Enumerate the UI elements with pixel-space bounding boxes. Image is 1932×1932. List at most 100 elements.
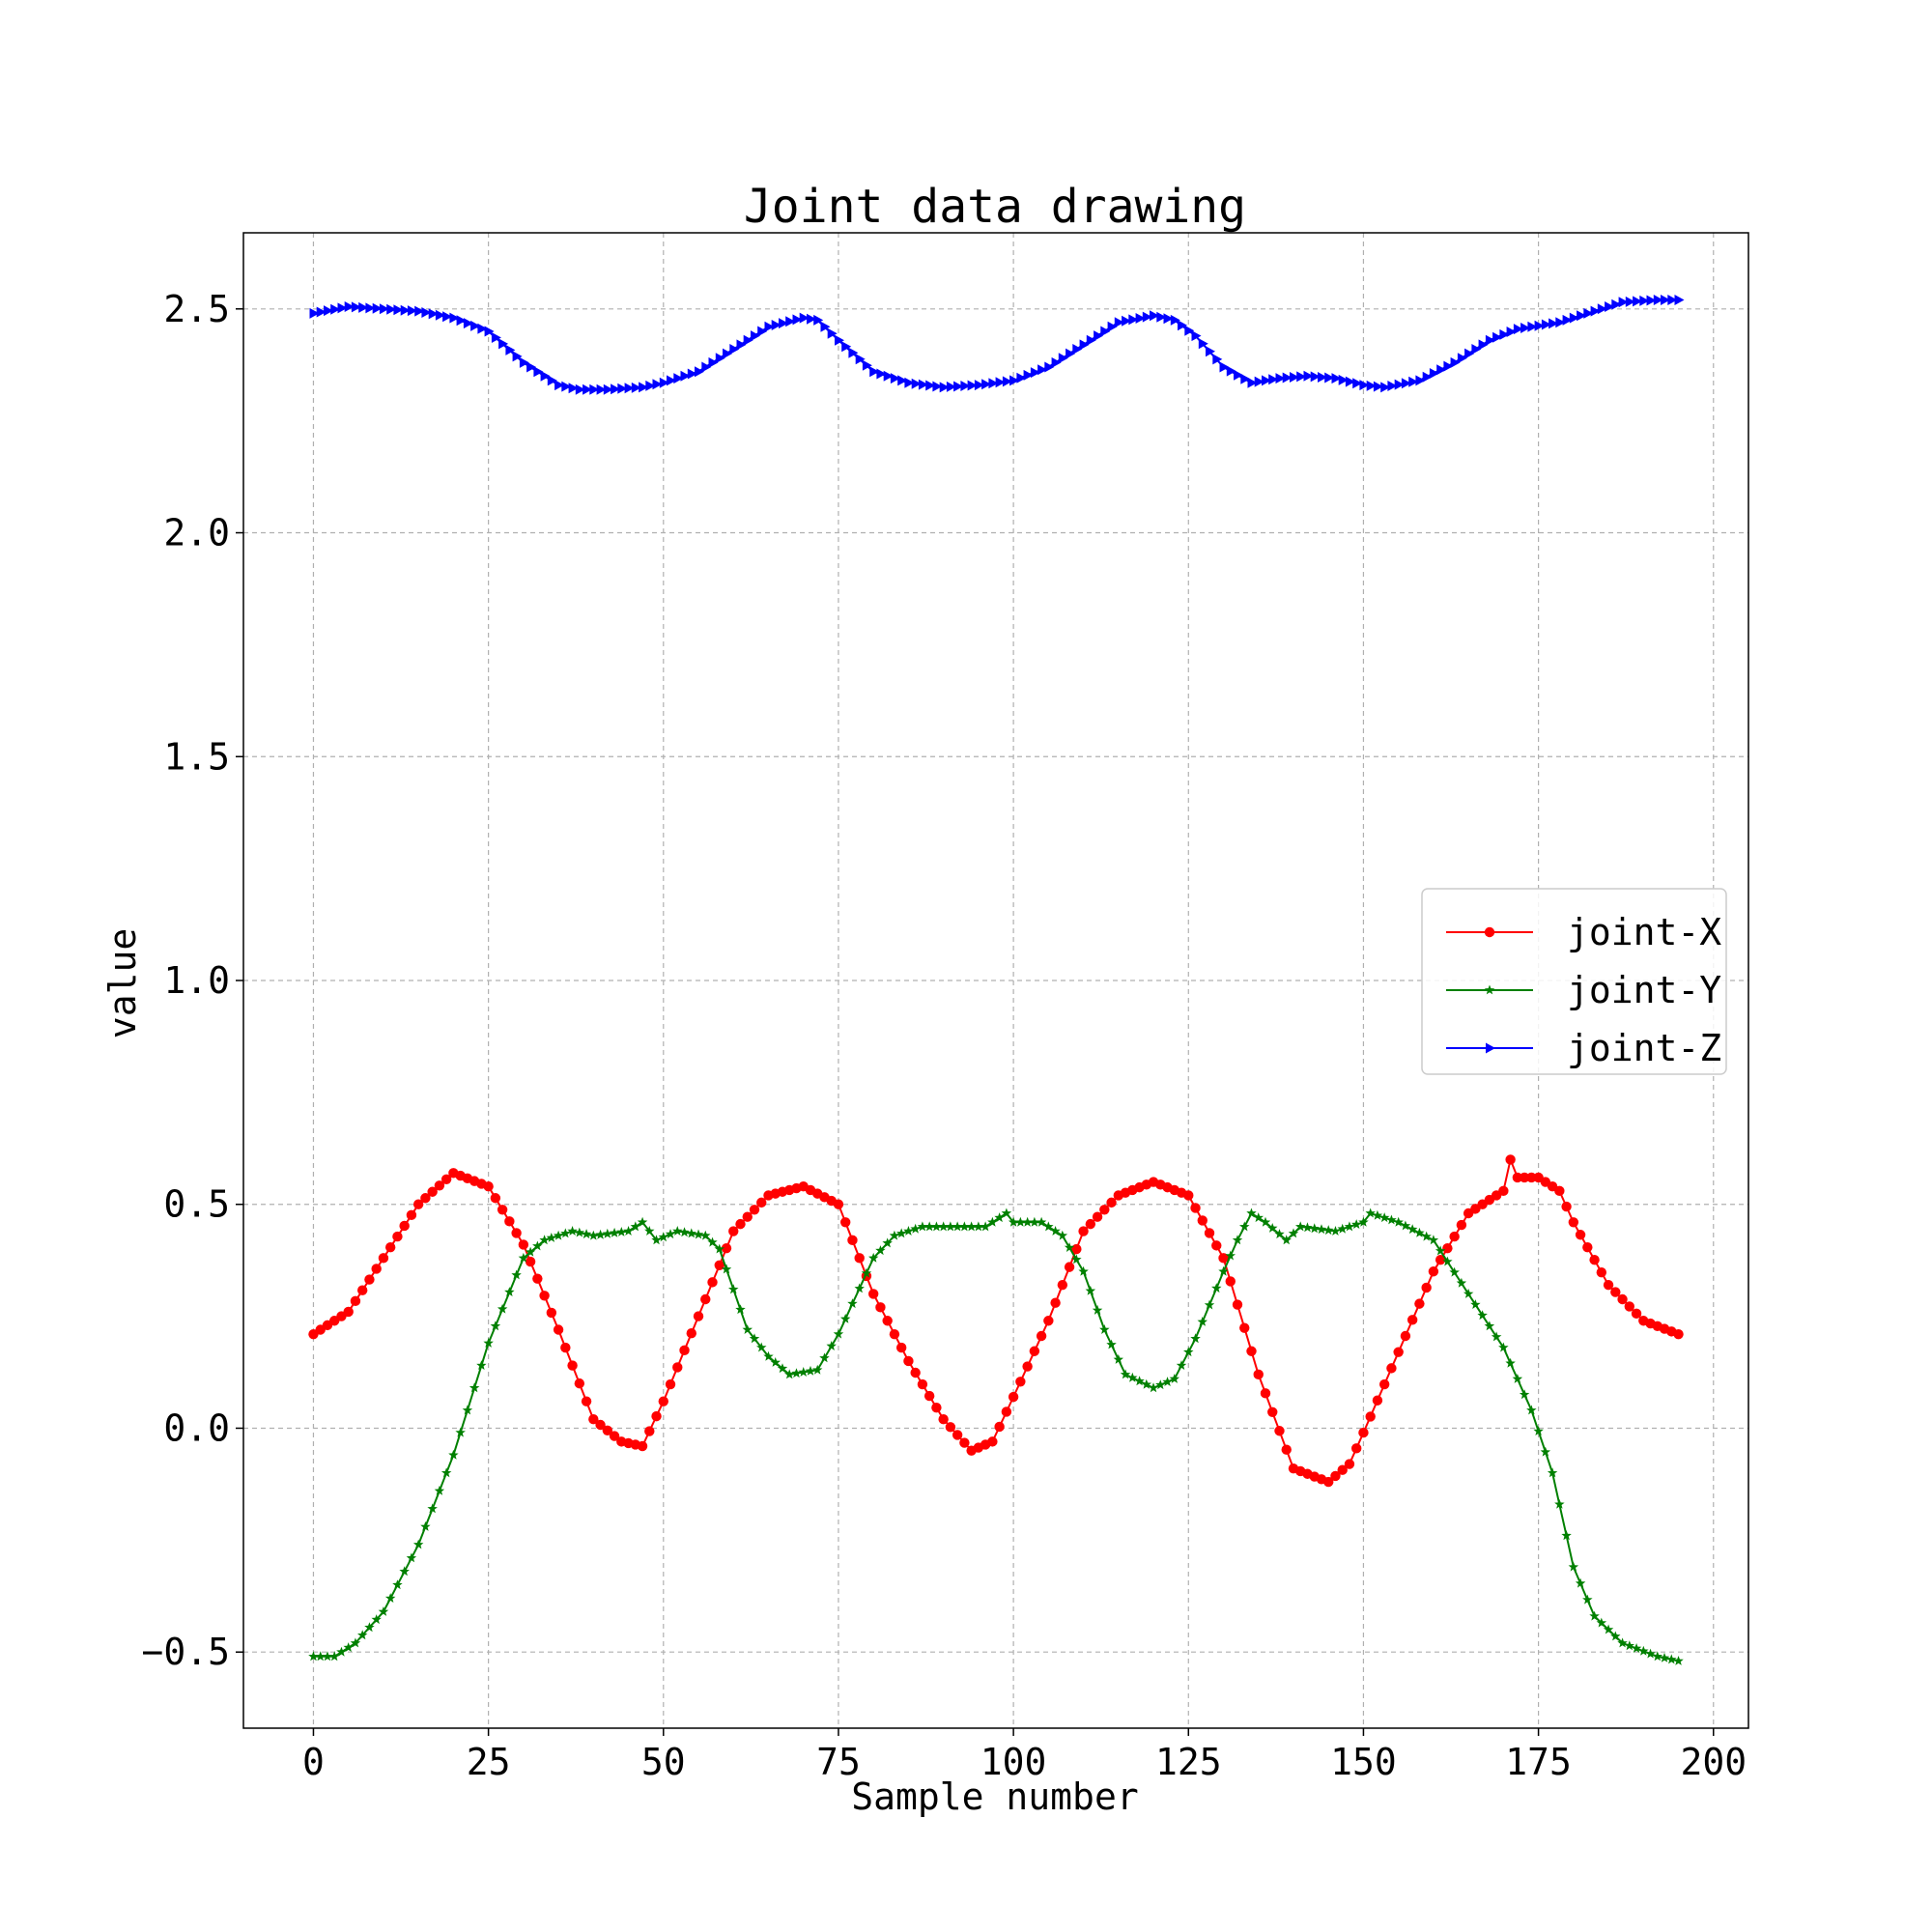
joint-z-series-point [1114, 317, 1124, 328]
joint-y-series-point [1309, 1223, 1320, 1234]
joint-y-series-point [819, 1352, 830, 1363]
joint-z-series-point [1646, 295, 1657, 306]
joint-z-series-point [421, 307, 432, 318]
joint-x-series-point [1378, 1378, 1390, 1390]
legend-joint-z-point [1486, 1042, 1495, 1054]
joint-x-series-point [1603, 1279, 1614, 1291]
joint-x-series-point [847, 1235, 858, 1246]
joint-y-series-point [1414, 1227, 1425, 1237]
x-tick-label: 25 [467, 1741, 511, 1783]
joint-y-series-point [1596, 1617, 1607, 1628]
joint-y-series-point [384, 1593, 396, 1603]
joint-z-series-point [1625, 296, 1635, 307]
joint-z-series-point [512, 351, 523, 362]
joint-x-series-point [1267, 1406, 1278, 1417]
joint-y-series-point [1225, 1250, 1236, 1261]
y-tick-label: 0.5 [163, 1183, 230, 1226]
joint-y-series-point [1512, 1374, 1523, 1383]
joint-y-series-point [707, 1236, 718, 1247]
joint-z-series-point [1408, 376, 1419, 387]
x-tick-label: 75 [816, 1741, 861, 1783]
joint-z-series-point [1142, 311, 1152, 323]
joint-y-series-point [1484, 1321, 1495, 1331]
joint-z-series-point [1268, 374, 1279, 385]
joint-x-series-point [560, 1342, 571, 1353]
joint-z-series-point [1436, 364, 1447, 376]
joint-y-series-point [1456, 1277, 1467, 1288]
joint-x-series-point [658, 1396, 668, 1406]
joint-y-series-point [1624, 1640, 1634, 1651]
x-tick-label: 50 [641, 1741, 686, 1783]
joint-z-series-point [379, 303, 389, 315]
joint-y-series-point [553, 1230, 564, 1240]
joint-z-series-point [1541, 319, 1551, 330]
joint-y-series-point [1652, 1651, 1662, 1662]
joint-z-series-point [645, 380, 656, 391]
joint-x-series-point [721, 1242, 732, 1254]
joint-y-series-point [1603, 1624, 1614, 1634]
joint-y-series-point [1323, 1225, 1334, 1236]
joint-z-series-point [799, 312, 810, 324]
joint-z-series-point [603, 384, 613, 395]
joint-y-series-point [1470, 1299, 1481, 1309]
joint-y-series-point [490, 1321, 501, 1331]
joint-x-series-point [742, 1211, 753, 1222]
joint-z-series [309, 295, 1685, 395]
joint-y-series-point [1463, 1288, 1474, 1298]
joint-y-series-point [504, 1287, 515, 1296]
joint-x-series-point [511, 1228, 522, 1238]
joint-y-series-point [511, 1269, 522, 1280]
joint-x-series-line [312, 1155, 1679, 1484]
joint-y-series-point [763, 1350, 774, 1361]
legend-entry-joint-y: joint-Y [1446, 969, 1721, 1011]
joint-z-series-point [1135, 313, 1146, 324]
joint-y-series-point [791, 1368, 802, 1378]
joint-x-series-point [406, 1209, 417, 1221]
joint-x-series-point [679, 1345, 690, 1356]
joint-y-series-point [1043, 1221, 1054, 1232]
joint-y-series-point [1337, 1223, 1348, 1234]
joint-z-series-point [988, 378, 999, 389]
joint-x-series-point [1610, 1287, 1621, 1297]
joint-y-series-point [840, 1313, 851, 1323]
joint-y-series-point [1631, 1643, 1642, 1653]
joint-z-series-point [1128, 314, 1139, 326]
joint-y-series-point [602, 1228, 612, 1238]
joint-y-series-point [1372, 1209, 1383, 1220]
joint-z-series-point [673, 373, 684, 384]
joint-y-series-point [623, 1226, 634, 1236]
joint-x-series-point [1372, 1395, 1383, 1406]
joint-z-series-point [652, 379, 663, 390]
joint-y-series-point [469, 1382, 480, 1393]
joint-y-series-point [917, 1221, 928, 1232]
joint-z-series-point [1030, 367, 1040, 379]
x-tick-label: 0 [302, 1741, 325, 1783]
joint-z-series-point [561, 381, 572, 392]
joint-z-series-point [589, 384, 600, 395]
joint-x-series-point [399, 1220, 410, 1232]
joint-y-series-point [777, 1363, 788, 1374]
joint-x-series-point [1036, 1330, 1047, 1342]
joint-y-series-point [1617, 1637, 1628, 1648]
joint-y-series-point [581, 1229, 592, 1239]
joint-y-series-point [847, 1298, 858, 1309]
joint-x-series-point [553, 1324, 564, 1335]
joint-z-series-point [1394, 379, 1405, 390]
legend-entry-joint-z: joint-Z [1446, 1027, 1721, 1069]
joint-z-series-point [890, 373, 900, 384]
joint-y-series-point [1113, 1353, 1123, 1364]
joint-z-series-point [1290, 372, 1299, 383]
joint-y-series-point [1085, 1285, 1096, 1295]
joint-y-series-point [637, 1216, 648, 1227]
joint-y-series-point [1421, 1231, 1432, 1241]
joint-y-series-point [980, 1221, 991, 1232]
joint-y-series-point [412, 1539, 424, 1549]
joint-y-series-point [1519, 1389, 1530, 1400]
joint-y-series-point [728, 1284, 739, 1294]
joint-x-series-point [1092, 1211, 1103, 1222]
joint-y-series-point [987, 1216, 998, 1227]
joint-z-series-point [1478, 339, 1489, 351]
joint-x-series-point [952, 1430, 963, 1440]
joint-z-series-point [1548, 318, 1559, 329]
